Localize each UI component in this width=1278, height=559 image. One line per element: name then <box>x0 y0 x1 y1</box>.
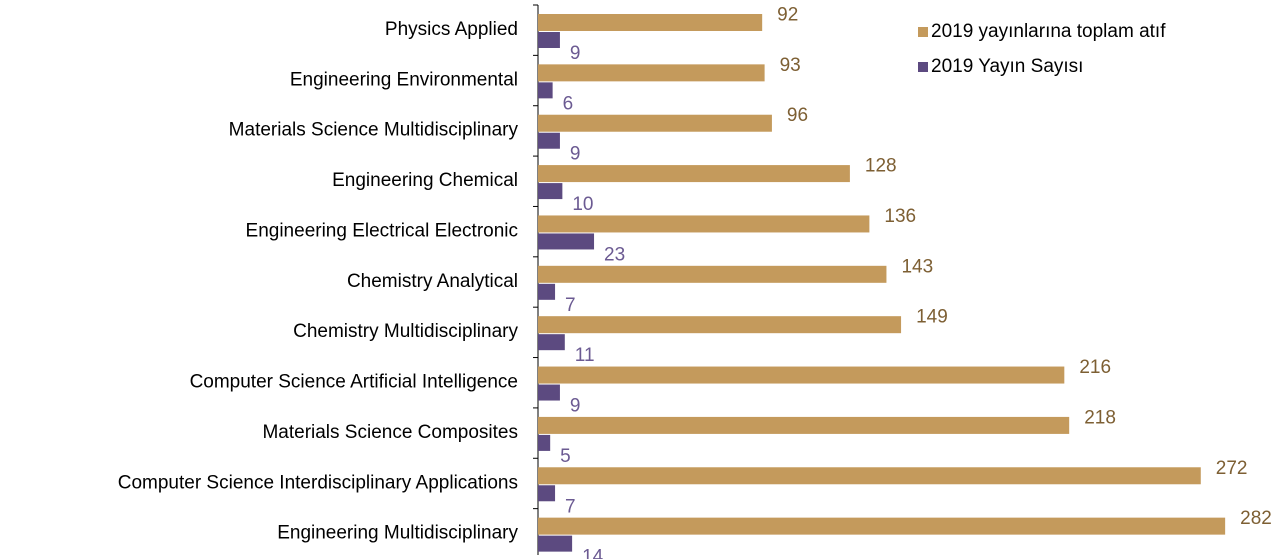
bar <box>538 183 563 200</box>
bar <box>538 517 1226 535</box>
data-label: 11 <box>575 345 595 366</box>
data-label: 92 <box>777 5 798 26</box>
bar <box>538 366 1065 384</box>
y-tick-label: Materials Science Composites <box>262 422 518 443</box>
bar <box>538 233 595 250</box>
y-tick-label: Engineering Environmental <box>290 69 518 90</box>
bar <box>538 334 565 351</box>
bar <box>538 215 870 233</box>
data-label: 96 <box>787 105 808 126</box>
bar <box>538 32 560 48</box>
bar <box>538 384 560 401</box>
data-label: 272 <box>1216 458 1248 479</box>
bar <box>538 416 1070 434</box>
data-label: 136 <box>884 206 916 227</box>
bar <box>538 485 556 502</box>
bar <box>538 283 556 300</box>
data-label: 216 <box>1079 357 1111 378</box>
y-tick-label: Physics Applied <box>385 19 518 40</box>
legend-swatch <box>918 62 928 72</box>
data-label: 9 <box>570 396 581 417</box>
y-tick-label: Computer Science Interdisciplinary Appli… <box>118 472 518 493</box>
bar <box>538 535 573 552</box>
legend-swatch <box>918 27 928 37</box>
legend-label: 2019 Yayın Sayısı <box>931 56 1083 77</box>
data-label: 6 <box>563 93 574 114</box>
bar <box>538 316 902 334</box>
y-tick-label: Chemistry Analytical <box>347 271 518 292</box>
data-label: 9 <box>570 43 581 64</box>
legend-label: 2019 yayınlarına toplam atıf <box>931 21 1166 42</box>
y-tick-label: Engineering Multidisciplinary <box>277 523 518 544</box>
data-label: 218 <box>1084 407 1116 428</box>
bar <box>538 467 1201 485</box>
bar <box>538 64 765 82</box>
data-label: 128 <box>865 156 897 177</box>
bar <box>538 165 850 183</box>
y-tick-label: Engineering Chemical <box>332 170 518 191</box>
data-label: 143 <box>901 256 933 277</box>
y-tick-label: Computer Science Artificial Intelligence <box>190 372 518 393</box>
data-label: 14 <box>582 547 604 559</box>
data-label: 149 <box>916 307 948 328</box>
data-label: 5 <box>560 446 571 467</box>
data-label: 93 <box>780 55 801 76</box>
data-label: 23 <box>604 244 625 265</box>
data-label: 7 <box>565 295 576 316</box>
data-label: 10 <box>572 194 593 215</box>
bar <box>538 114 772 132</box>
data-label: 282 <box>1240 508 1272 529</box>
bar <box>538 82 553 99</box>
y-tick-label: Materials Science Multidisciplinary <box>229 120 519 141</box>
y-tick-label: Chemistry Multidisciplinary <box>293 321 518 342</box>
y-tick-label: Engineering Electrical Electronic <box>246 220 518 241</box>
bar <box>538 265 887 283</box>
data-label: 9 <box>570 144 581 165</box>
bar <box>538 132 560 149</box>
bar <box>538 14 763 31</box>
bar <box>538 434 551 451</box>
data-label: 7 <box>565 496 576 517</box>
